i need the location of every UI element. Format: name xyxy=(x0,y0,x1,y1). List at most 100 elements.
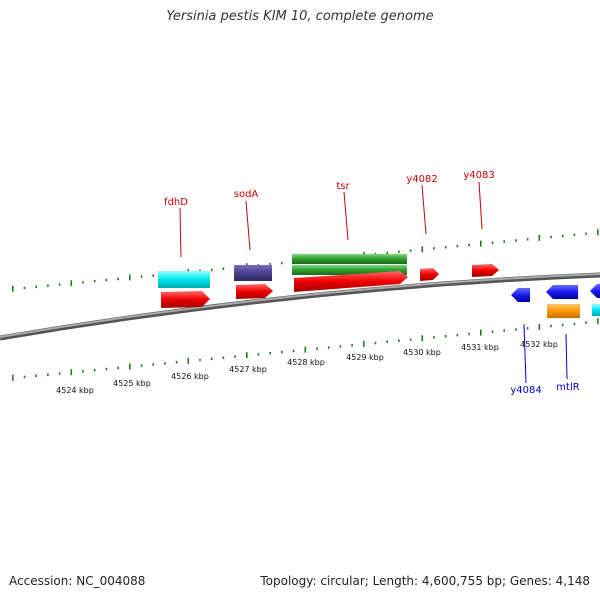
gene-label-sodA[interactable]: sodA xyxy=(234,189,259,200)
lower-tick-minor xyxy=(175,361,178,364)
feature-box-orange[interactable] xyxy=(547,304,580,318)
upper-tick-minor xyxy=(444,246,447,249)
lower-tick-minor xyxy=(351,344,353,347)
gene-label-mtlR[interactable]: mtlR xyxy=(556,382,579,393)
lower-tick-minor xyxy=(491,330,494,333)
lower-tick-minor xyxy=(444,335,447,338)
lower-tick-minor xyxy=(550,324,552,328)
map-title: Yersinia pestis KIM 10, complete genome xyxy=(166,9,434,24)
upper-tick-minor xyxy=(117,277,119,281)
upper-tick-minor xyxy=(585,232,587,235)
gene-arrow-sodA[interactable] xyxy=(236,284,273,299)
gene-label-y4083[interactable]: y4083 xyxy=(463,170,494,181)
gene-label-y4082[interactable]: y4082 xyxy=(406,174,437,185)
gene-arrow-fdhD[interactable] xyxy=(161,291,210,308)
lower-tick-minor xyxy=(140,364,143,367)
scale-label: 4531 kbp xyxy=(461,343,499,352)
upper-tick-major xyxy=(597,229,599,236)
lower-tick-minor xyxy=(339,345,342,348)
lower-tick-minor xyxy=(35,374,37,378)
upper-tick-minor xyxy=(409,249,412,252)
gene-arrow-tsr[interactable] xyxy=(294,271,408,292)
scale-label: 4529 kbp xyxy=(346,353,384,362)
upper-tick-minor xyxy=(199,269,201,273)
lower-tick-minor xyxy=(386,340,388,344)
lower-tick-major xyxy=(246,352,248,359)
lower-tick-minor xyxy=(58,372,61,375)
lower-tick-minor xyxy=(199,358,201,362)
genome-backbone xyxy=(0,272,600,341)
gene-label-fdhD[interactable]: fdhD xyxy=(164,197,188,208)
lower-tick-minor xyxy=(82,370,84,373)
lower-tick-minor xyxy=(164,362,166,365)
feature-box-green-a[interactable] xyxy=(292,254,407,264)
gene-arrow-edge[interactable] xyxy=(590,284,600,298)
upper-tick-minor xyxy=(58,283,61,286)
lower-tick-major xyxy=(363,340,365,347)
lower-tick-minor xyxy=(327,346,330,349)
lower-tick-minor xyxy=(316,347,318,350)
upper-tick-major xyxy=(12,285,14,292)
upper-tick-major xyxy=(421,246,424,253)
feature-box-cyan[interactable] xyxy=(158,271,210,288)
lower-tick-minor xyxy=(503,329,505,332)
lower-tick-minor xyxy=(456,333,459,337)
gene-arrow-mtlR[interactable] xyxy=(546,285,578,299)
upper-tick-minor xyxy=(433,247,435,250)
scale-label: 4527 kbp xyxy=(229,365,267,374)
lower-tick-minor xyxy=(210,357,213,361)
upper-tick-minor xyxy=(269,263,271,266)
lower-tick-minor xyxy=(47,373,49,376)
upper-tick-major xyxy=(480,240,482,247)
upper-tick-minor xyxy=(503,240,505,243)
callout-line-sodA xyxy=(245,200,251,251)
lower-tick-major xyxy=(421,335,424,342)
callout-line-fdhD xyxy=(179,207,182,258)
gene-label-tsr[interactable]: tsr xyxy=(336,181,350,192)
feature-box-cyan-edge[interactable] xyxy=(592,304,600,316)
lower-tick-major xyxy=(70,369,73,376)
lower-tick-major xyxy=(187,357,190,364)
upper-tick-major xyxy=(129,274,131,281)
upper-tick-major xyxy=(70,280,73,287)
gene-arrow-y4084[interactable] xyxy=(511,288,530,302)
scale-label: 4525 kbp xyxy=(113,379,151,388)
lower-tick-minor xyxy=(526,327,529,330)
scale-label: 4532 kbp xyxy=(520,340,558,349)
lower-tick-major xyxy=(129,363,131,370)
lower-tick-major xyxy=(538,323,541,330)
callout-line-y4083 xyxy=(478,181,483,230)
gene-label-y4084[interactable]: y4084 xyxy=(510,385,541,396)
lower-tick-major xyxy=(480,329,482,336)
lower-tick-minor xyxy=(257,353,260,356)
upper-tick-minor xyxy=(398,250,400,253)
upper-tick-minor xyxy=(491,241,494,244)
upper-tick-minor xyxy=(210,268,213,272)
upper-tick-minor xyxy=(47,284,49,287)
genome-summary-text: Topology: circular; Length: 4,600,755 bp… xyxy=(260,574,590,588)
gene-arrow-y4083[interactable] xyxy=(472,264,499,277)
scale-label: 4526 kbp xyxy=(171,372,209,381)
lower-tick-minor xyxy=(561,323,564,327)
upper-tick-minor xyxy=(456,244,459,248)
lower-tick-minor xyxy=(398,339,400,342)
lower-tick-minor xyxy=(234,355,236,358)
scale-label: 4528 kbp xyxy=(287,358,325,367)
upper-tick-minor xyxy=(515,239,517,242)
gene-arrow-y4082[interactable] xyxy=(420,268,439,281)
lower-tick-minor xyxy=(281,350,283,354)
lower-tick-minor xyxy=(93,368,96,372)
lower-tick-minor xyxy=(515,328,517,331)
lower-tick-minor xyxy=(23,375,26,379)
feature-box-purple[interactable] xyxy=(234,265,272,281)
lower-tick-minor xyxy=(292,349,295,353)
callout-line-y4084 xyxy=(523,323,527,384)
upper-tick-minor xyxy=(573,233,576,237)
lower-tick-minor xyxy=(374,341,377,345)
upper-tick-minor xyxy=(468,243,470,247)
lower-tick-major xyxy=(597,318,599,325)
feature-box-green-b[interactable] xyxy=(292,265,407,275)
lower-tick-major xyxy=(12,374,14,381)
lower-tick-minor xyxy=(222,356,225,359)
